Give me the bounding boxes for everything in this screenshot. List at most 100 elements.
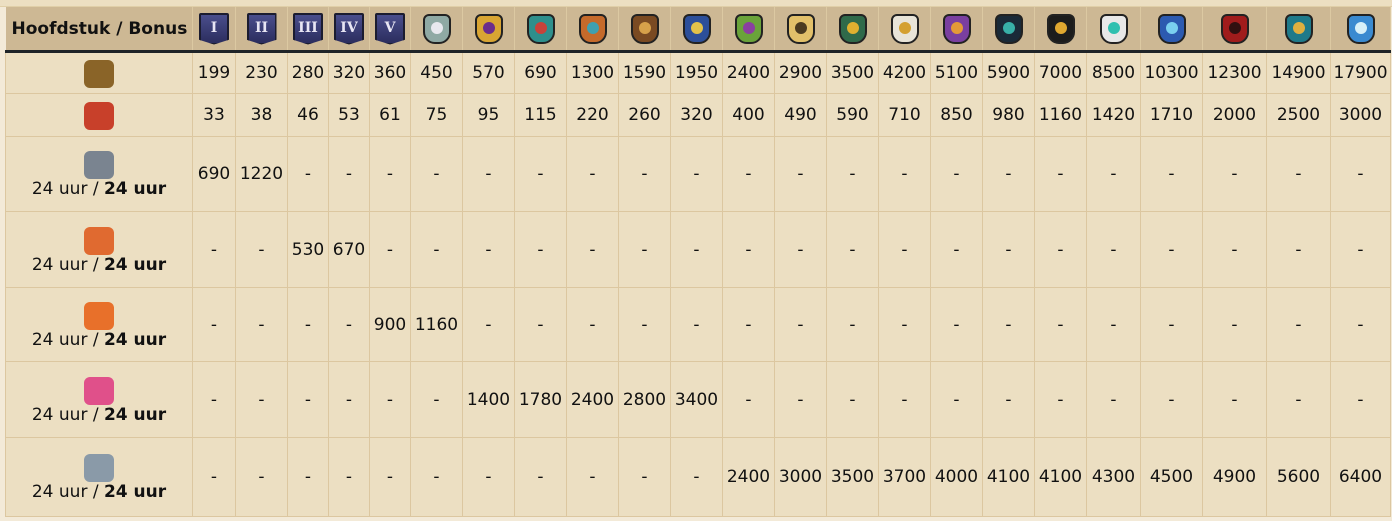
chapter-11-emblem-icon: [682, 13, 711, 44]
value-cell: -: [826, 136, 879, 212]
chapter-header-12: [722, 7, 775, 53]
value-cell: -: [1330, 361, 1391, 438]
chapter-header-11: [670, 7, 723, 53]
value-cell: 1160: [1034, 93, 1087, 137]
value-cell: -: [930, 287, 983, 362]
value-cell: -: [1140, 211, 1203, 288]
value-cell: 53: [328, 93, 370, 137]
value-cell: 4500: [1140, 437, 1203, 517]
value-cell: -: [192, 437, 236, 517]
value-cell: 570: [462, 51, 515, 94]
value-cell: 115: [514, 93, 567, 137]
value-cell: -: [1330, 136, 1391, 212]
value-cell: -: [826, 361, 879, 438]
value-cell: -: [618, 287, 671, 362]
value-cell: -: [287, 287, 329, 362]
chapter-header-17: [982, 7, 1035, 53]
duration-text: 24 uur /: [31, 404, 104, 425]
value-cell: -: [722, 287, 775, 362]
chapter-20-emblem-icon: [1157, 13, 1186, 44]
chapter-19-emblem-icon: [1099, 13, 1128, 44]
value-cell: -: [1034, 287, 1087, 362]
value-cell: -: [287, 136, 329, 212]
value-cell: 3500: [826, 437, 879, 517]
value-cell: 33: [192, 93, 236, 137]
value-cell: -: [462, 211, 515, 288]
value-cell: -: [1202, 136, 1267, 212]
value-cell: 4100: [982, 437, 1035, 517]
chapter-header-1: I: [192, 7, 236, 53]
chapter-header-19: [1086, 7, 1141, 53]
value-cell: -: [774, 287, 827, 362]
duration-text: 24 uur /: [31, 254, 104, 275]
value-cell: -: [328, 136, 370, 212]
value-cell: 1160: [410, 287, 463, 362]
chapter-8-emblem-icon: [526, 13, 555, 44]
chapter-3-banner-icon: III: [293, 12, 323, 45]
value-cell: -: [514, 287, 567, 362]
chapter-14-emblem-icon: [838, 13, 867, 44]
value-cell: -: [1034, 211, 1087, 288]
value-cell: -: [235, 361, 288, 438]
chapter-15-emblem-icon: [890, 13, 919, 44]
value-cell: -: [878, 136, 931, 212]
value-cell: -: [1140, 287, 1203, 362]
value-cell: 4300: [1086, 437, 1141, 517]
value-cell: -: [235, 287, 288, 362]
header-row: Hoofdstuk / Bonus I II III IV V: [5, 7, 1391, 53]
row-label: [5, 93, 193, 137]
value-cell: -: [192, 361, 236, 438]
chapter-header-5: V: [369, 7, 411, 53]
chapter-header-9: [566, 7, 619, 53]
value-cell: -: [328, 361, 370, 438]
value-cell: 4100: [1034, 437, 1087, 517]
value-cell: -: [670, 287, 723, 362]
value-cell: -: [514, 211, 567, 288]
value-cell: 3000: [774, 437, 827, 517]
duration-bold: 24 uur: [103, 404, 167, 425]
value-cell: 4200: [878, 51, 931, 94]
value-cell: -: [1202, 211, 1267, 288]
value-cell: -: [566, 211, 619, 288]
value-cell: -: [514, 136, 567, 212]
value-cell: 199: [192, 51, 236, 94]
value-cell: 4000: [930, 437, 983, 517]
value-cell: -: [878, 211, 931, 288]
row-label: 24 uur / 24 uur: [5, 361, 193, 438]
value-cell: -: [878, 287, 931, 362]
lyre-culture-icon: [84, 60, 114, 88]
value-cell: -: [618, 136, 671, 212]
chapter-1-banner-icon: I: [199, 12, 229, 45]
goods-crate-plus2-icon: [84, 226, 114, 255]
table-row: 199 230 280 320 360 450 570 690 1300 1590 1950 2400…: [5, 51, 1391, 94]
value-cell: -: [328, 287, 370, 362]
chapter-header-22: [1266, 7, 1331, 53]
value-cell: -: [328, 437, 370, 517]
value-cell: 450: [410, 51, 463, 94]
value-cell: 850: [930, 93, 983, 137]
value-cell: -: [774, 361, 827, 438]
value-cell: 2000: [1202, 93, 1267, 137]
value-cell: 10300: [1140, 51, 1203, 94]
value-cell: -: [1266, 136, 1331, 212]
value-cell: 14900: [1266, 51, 1331, 94]
table-row: 24 uur / 24 uur - - - - - -1400 1780 2400 2800 340…: [5, 361, 1391, 438]
value-cell: -: [1266, 287, 1331, 362]
value-cell: -: [369, 136, 411, 212]
population-faces-icon: [84, 102, 114, 130]
chapter-23-emblem-icon: [1346, 13, 1375, 44]
value-cell: -: [369, 437, 411, 517]
value-cell: 1220: [235, 136, 288, 212]
value-cell: -: [1140, 136, 1203, 212]
chapter-17-emblem-icon: [994, 13, 1023, 44]
value-cell: 17900: [1330, 51, 1391, 94]
chapter-header-20: [1140, 7, 1203, 53]
value-cell: -: [774, 136, 827, 212]
chapter-header-6: [410, 7, 463, 53]
value-cell: 3400: [670, 361, 723, 438]
value-cell: -: [722, 361, 775, 438]
value-cell: -: [670, 437, 723, 517]
row-label: 24 uur / 24 uur: [5, 287, 193, 362]
top-strip: [0, 0, 1392, 7]
value-cell: -: [192, 287, 236, 362]
